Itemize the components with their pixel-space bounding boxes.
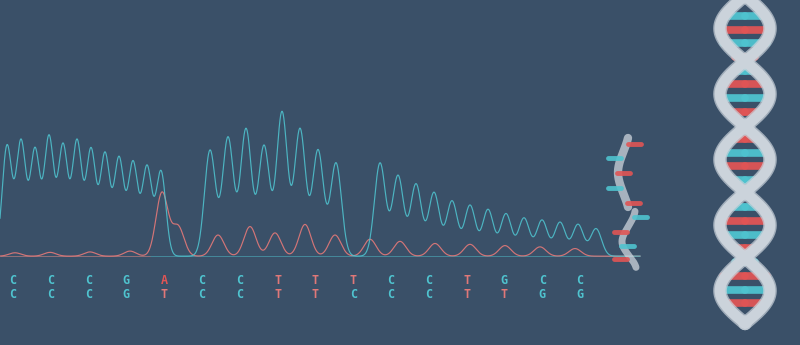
- Text: T: T: [463, 288, 470, 300]
- Text: C: C: [350, 288, 357, 300]
- Text: T: T: [274, 288, 281, 300]
- Text: G: G: [123, 288, 130, 300]
- Text: C: C: [387, 274, 394, 287]
- Text: T: T: [312, 288, 319, 300]
- Text: C: C: [426, 288, 432, 300]
- Text: C: C: [85, 274, 92, 287]
- Text: G: G: [501, 274, 508, 287]
- Text: G: G: [123, 274, 130, 287]
- Text: C: C: [387, 288, 394, 300]
- Text: T: T: [161, 288, 168, 300]
- Text: T: T: [274, 274, 281, 287]
- Text: C: C: [538, 274, 546, 287]
- Text: T: T: [312, 274, 319, 287]
- Text: C: C: [577, 274, 583, 287]
- Text: T: T: [463, 274, 470, 287]
- Text: C: C: [236, 288, 243, 300]
- Text: C: C: [236, 274, 243, 287]
- Text: C: C: [85, 288, 92, 300]
- Text: C: C: [10, 288, 17, 300]
- Text: C: C: [198, 288, 206, 300]
- Text: C: C: [426, 274, 432, 287]
- Text: G: G: [577, 288, 583, 300]
- Text: A: A: [161, 274, 168, 287]
- Text: G: G: [538, 288, 546, 300]
- Text: C: C: [198, 274, 206, 287]
- Text: T: T: [350, 274, 357, 287]
- Text: C: C: [10, 274, 17, 287]
- Text: C: C: [47, 288, 54, 300]
- Text: T: T: [501, 288, 508, 300]
- Text: C: C: [47, 274, 54, 287]
